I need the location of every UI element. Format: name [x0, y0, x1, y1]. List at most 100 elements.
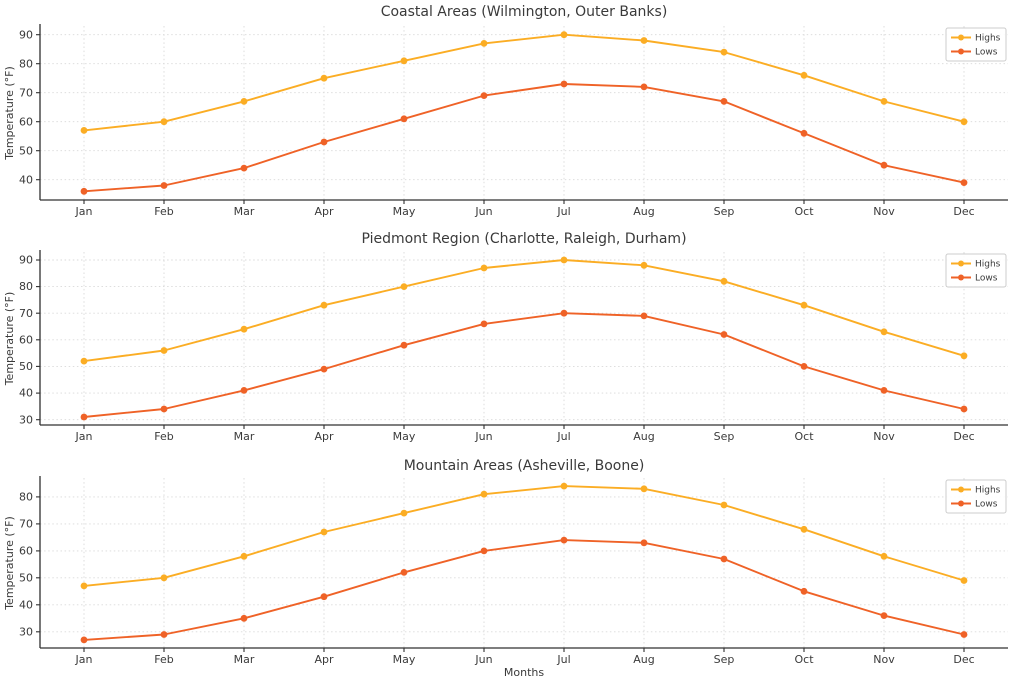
svg-text:80: 80: [19, 491, 33, 504]
data-point: [400, 509, 408, 517]
data-point: [80, 127, 88, 134]
data-point: [960, 577, 968, 584]
coastal-chart-plot: 40 50 60 70 80 90 Jan Feb Mar Apr May Jun Jul Aug Sep O…: [3, 24, 1008, 218]
data-point: [80, 413, 88, 421]
highs-series: [80, 256, 968, 365]
svg-text:Jun: Jun: [474, 653, 492, 666]
data-point: [720, 277, 728, 285]
legend-label: Highs: [975, 260, 1001, 270]
data-point: [800, 71, 808, 79]
legend-label: Lows: [975, 500, 998, 510]
data-point: [800, 525, 808, 533]
data-point: [480, 490, 488, 498]
lows-series: [80, 536, 968, 644]
svg-text:Jul: Jul: [556, 205, 570, 218]
data-point: [80, 636, 88, 644]
data-point: [720, 48, 728, 56]
data-point: [480, 92, 488, 99]
svg-text:50: 50: [19, 360, 33, 373]
svg-text:Jun: Jun: [474, 205, 492, 218]
legend-label: Highs: [975, 34, 1001, 44]
legend-marker: [958, 486, 964, 493]
svg-text:80: 80: [19, 57, 33, 70]
mountain-chart-title: Mountain Areas (Asheville, Boone): [403, 458, 645, 474]
legend-marker: [958, 48, 964, 55]
data-point: [480, 320, 488, 328]
data-point: [480, 264, 488, 272]
svg-text:50: 50: [19, 571, 33, 584]
svg-text:Nov: Nov: [873, 430, 895, 443]
svg-text:90: 90: [19, 254, 33, 267]
data-point: [800, 129, 808, 137]
data-point: [720, 555, 728, 563]
svg-text:40: 40: [19, 173, 33, 186]
data-point: [640, 83, 648, 91]
svg-text:Nov: Nov: [873, 205, 895, 218]
svg-text:60: 60: [19, 115, 33, 128]
svg-text:Oct: Oct: [794, 653, 814, 666]
svg-text:40: 40: [19, 387, 33, 400]
svg-text:50: 50: [19, 144, 33, 157]
svg-text:Jul: Jul: [556, 430, 570, 443]
data-point: [560, 309, 568, 317]
y-axis-label: Temperature (°F): [3, 66, 16, 161]
axes-spines: [39, 24, 1008, 201]
piedmont-chart-plot: 30 40 50 60 70 80 90 Jan Feb Mar Apr May Jun Jul Aug Se…: [3, 250, 1008, 443]
data-point: [320, 74, 328, 82]
legend: Highs Lows: [945, 479, 1007, 514]
svg-text:Mar: Mar: [234, 653, 255, 666]
data-point: [160, 347, 168, 354]
legend-label: Highs: [975, 486, 1001, 496]
svg-text:Jan: Jan: [75, 653, 93, 666]
svg-text:Dec: Dec: [953, 653, 974, 666]
svg-text:Sep: Sep: [714, 205, 735, 218]
data-point: [240, 325, 248, 333]
legend-marker: [958, 274, 964, 281]
y-axis-label: Temperature (°F): [3, 516, 16, 611]
data-point: [560, 536, 568, 544]
x-tick-labels: Jan Feb Mar Apr May Jun Jul Aug Sep Oct Nov Dec: [75, 648, 975, 666]
y-tick-labels: 30 40 50 60 70 80 90: [19, 254, 40, 426]
svg-text:Jan: Jan: [75, 205, 93, 218]
svg-text:Jan: Jan: [75, 430, 93, 443]
data-point: [480, 547, 488, 555]
data-point: [640, 261, 648, 269]
svg-text:Oct: Oct: [794, 430, 814, 443]
y-axis-label: Temperature (°F): [3, 292, 16, 387]
data-point: [960, 405, 968, 413]
data-point: [160, 631, 168, 638]
svg-text:Oct: Oct: [794, 205, 814, 218]
coastal-chart: Coastal Areas (Wilmington, Outer Banks) …: [0, 0, 1024, 227]
data-point: [560, 482, 568, 490]
svg-text:Sep: Sep: [714, 430, 735, 443]
data-point: [640, 485, 648, 493]
data-point: [720, 98, 728, 105]
grid: [40, 26, 1008, 200]
legend-label: Lows: [975, 48, 998, 58]
highs-series: [80, 482, 968, 590]
svg-text:May: May: [393, 430, 416, 443]
svg-text:30: 30: [19, 625, 33, 638]
svg-text:Apr: Apr: [314, 430, 334, 443]
x-axis-label: Months: [503, 666, 545, 679]
legend-marker: [958, 260, 964, 267]
data-point: [320, 528, 328, 536]
data-point: [640, 312, 648, 320]
coastal-chart-title: Coastal Areas (Wilmington, Outer Banks): [380, 4, 668, 20]
data-point: [960, 631, 968, 638]
data-point: [400, 341, 408, 349]
data-point: [480, 40, 488, 47]
data-point: [960, 179, 968, 187]
y-tick-labels: 40 50 60 70 80 90: [19, 28, 40, 186]
x-tick-labels: Jan Feb Mar Apr May Jun Jul Aug Sep Oct Nov Dec: [75, 425, 975, 443]
data-point: [960, 118, 968, 126]
grid: [40, 478, 1008, 648]
svg-text:70: 70: [19, 307, 33, 320]
svg-text:60: 60: [19, 333, 33, 346]
svg-text:70: 70: [19, 518, 33, 531]
svg-text:Mar: Mar: [234, 205, 255, 218]
data-point: [80, 187, 88, 195]
data-point: [160, 405, 168, 413]
data-point: [400, 57, 408, 65]
data-point: [80, 357, 88, 365]
